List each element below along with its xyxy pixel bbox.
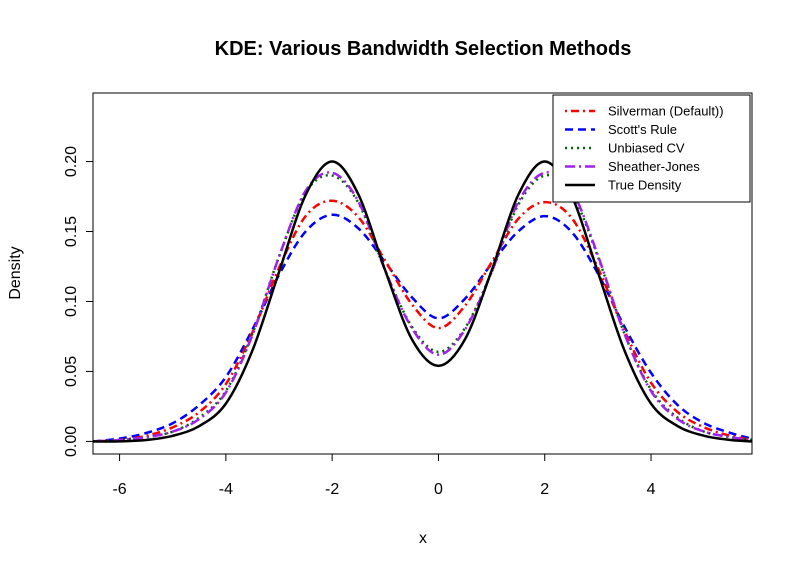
series-line-sheather-jones xyxy=(93,171,752,443)
series-line-silverman-default xyxy=(93,199,752,443)
legend-label: Unbiased CV xyxy=(608,141,685,156)
x-axis: -6 -4 -2 0 2 4 xyxy=(112,454,656,498)
y-tick-label: 0.10 xyxy=(63,286,80,317)
x-axis-label: x xyxy=(419,530,427,547)
plot-frame xyxy=(92,92,753,455)
legend-label: Sheather-Jones xyxy=(608,159,700,174)
x-tick-label: -6 xyxy=(112,481,126,498)
y-tick-label: 0.15 xyxy=(63,216,80,247)
y-axis-label: Density xyxy=(7,246,24,299)
x-tick-label: -4 xyxy=(219,481,233,498)
y-tick-label: 0.20 xyxy=(63,146,80,177)
y-axis: 0.00 0.05 0.10 0.15 0.20 xyxy=(63,146,93,457)
legend: Silverman (Default)) Scott's Rule Unbiased… xyxy=(552,94,751,203)
x-tick-label: 4 xyxy=(647,481,656,498)
x-tick-label: 2 xyxy=(540,481,549,498)
series-line-scott-s-rule xyxy=(93,213,752,443)
chart-title: KDE: Various Bandwidth Selection Methods xyxy=(215,38,632,60)
series-line-true-density xyxy=(93,160,752,443)
legend-label: True Density xyxy=(608,178,682,193)
x-tick-label: -2 xyxy=(325,481,339,498)
y-tick-label: 0.00 xyxy=(63,426,80,457)
x-tick-label: 0 xyxy=(434,481,443,498)
legend-label: Scott's Rule xyxy=(608,122,677,137)
legend-label: Silverman (Default)) xyxy=(608,104,724,119)
y-tick-label: 0.05 xyxy=(63,356,80,387)
series-layer xyxy=(93,160,752,443)
